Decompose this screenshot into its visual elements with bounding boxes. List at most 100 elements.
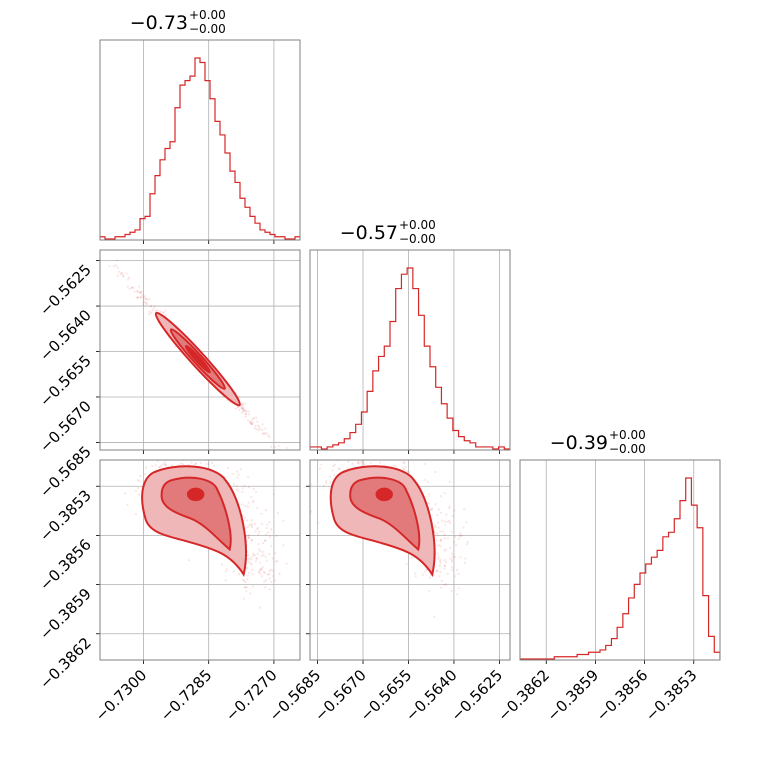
scatter-point <box>140 425 142 427</box>
scatter-point <box>132 286 135 289</box>
scatter-point <box>236 476 239 479</box>
scatter-point <box>439 539 443 542</box>
scatter-point <box>237 572 241 576</box>
scatter-point <box>328 481 332 484</box>
scatter-point <box>128 276 131 279</box>
scatter-point <box>116 259 119 262</box>
scatter-point <box>126 285 129 288</box>
scatter-point <box>120 271 123 274</box>
scatter-point <box>247 571 251 575</box>
scatter-point <box>453 556 456 559</box>
scatter-point <box>225 399 229 402</box>
scatter-point <box>450 552 454 555</box>
scatter-point <box>207 463 210 466</box>
scatter-point <box>253 522 256 525</box>
scatter-point <box>249 562 252 565</box>
scatter-point <box>248 557 251 560</box>
scatter-point <box>439 558 442 562</box>
scatter-point <box>440 519 444 522</box>
scatter-point <box>268 553 271 556</box>
scatter-point <box>155 309 158 312</box>
scatter-point <box>144 472 147 476</box>
scatter-point <box>449 557 452 560</box>
scatter-point <box>269 568 272 571</box>
scatter-point <box>443 549 446 552</box>
panel-1-0 <box>96 249 301 454</box>
scatter-point <box>320 463 323 466</box>
scatter-point <box>436 513 439 517</box>
scatter-point <box>433 615 436 618</box>
scatter-point <box>256 552 259 555</box>
scatter-point <box>254 560 258 563</box>
scatter-point <box>194 462 198 465</box>
scatter-point <box>144 301 147 304</box>
scatter-point <box>128 287 131 290</box>
scatter-point <box>242 597 245 600</box>
scatter-point <box>249 420 253 423</box>
scatter-point <box>240 404 243 407</box>
scatter-point <box>236 405 240 408</box>
panel-frame <box>309 249 511 451</box>
scatter-point <box>161 463 164 466</box>
scatter-point <box>146 298 149 301</box>
contour-mid <box>160 476 232 552</box>
panel-content <box>310 267 510 450</box>
scatter-point <box>267 573 271 576</box>
scatter-point <box>393 453 395 455</box>
panel-content <box>115 425 288 609</box>
scatter-point <box>414 575 417 578</box>
scatter-point <box>257 548 261 551</box>
scatter-point <box>356 461 360 465</box>
scatter-point <box>450 589 453 593</box>
scatter-point <box>272 575 275 578</box>
scatter-point <box>126 503 129 506</box>
scatter-point <box>263 571 266 574</box>
scatter-point <box>136 479 139 482</box>
scatter-point <box>139 290 142 294</box>
scatter-point <box>436 532 439 535</box>
scatter-point <box>328 475 332 478</box>
scatter-point <box>255 506 259 510</box>
scatter-point <box>235 484 238 488</box>
scatter-point <box>142 298 145 301</box>
panel-2-2 <box>519 459 721 664</box>
scatter-point <box>443 492 446 495</box>
scatter-point <box>358 438 360 440</box>
scatter-point <box>265 559 268 562</box>
scatter-point <box>116 266 119 269</box>
scatter-point <box>439 511 443 514</box>
scatter-point <box>140 454 142 456</box>
scatter-point <box>405 562 408 565</box>
scatter-point <box>384 457 386 459</box>
scatter-point <box>402 467 405 470</box>
scatter-point <box>135 296 139 299</box>
scatter-point <box>245 519 249 522</box>
scatter-point <box>145 302 148 305</box>
scatter-point <box>318 467 322 470</box>
scatter-point <box>260 554 263 558</box>
scatter-point <box>437 557 440 560</box>
scatter-point <box>415 454 417 456</box>
scatter-point <box>458 534 461 537</box>
scatter-point <box>252 554 255 557</box>
scatter-point <box>242 409 245 412</box>
panel-content <box>520 477 720 660</box>
scatter-point <box>247 537 250 540</box>
scatter-point <box>443 567 446 570</box>
scatter-point <box>437 526 440 529</box>
scatter-point <box>448 480 452 483</box>
scatter-point <box>428 493 431 496</box>
scatter-point <box>268 577 271 580</box>
scatter-point <box>457 587 460 590</box>
scatter-point <box>142 303 145 306</box>
scatter-point <box>232 570 235 573</box>
scatter-point <box>404 465 407 468</box>
contour-inner <box>186 487 205 502</box>
scatter-point <box>237 489 240 492</box>
scatter-point <box>251 572 254 576</box>
scatter-point <box>153 305 156 308</box>
scatter-point <box>115 457 117 459</box>
scatter-point <box>387 443 389 445</box>
scatter-point <box>237 473 240 476</box>
scatter-point <box>149 305 152 308</box>
